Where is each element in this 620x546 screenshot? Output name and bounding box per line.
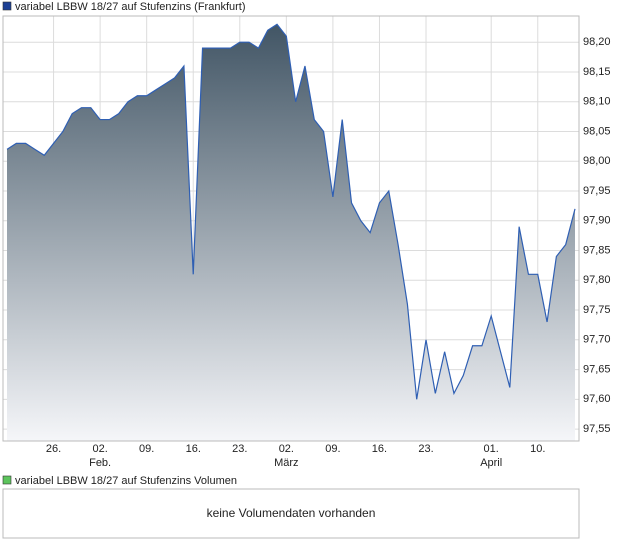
y-tick-label: 97,90 — [583, 215, 611, 227]
legend-swatch — [2, 1, 12, 11]
y-tick-label: 97,95 — [583, 185, 611, 197]
y-tick-label: 97,55 — [583, 423, 611, 435]
area — [7, 24, 575, 441]
legend-swatch — [2, 475, 12, 485]
x-tick-label: 23. — [418, 443, 433, 455]
legend-label: variabel LBBW 18/27 auf Stufenzins Volum… — [15, 475, 237, 487]
x-tick-label: 16. — [372, 443, 387, 455]
y-tick-label: 98,20 — [583, 36, 611, 48]
volume-frame — [2, 488, 580, 539]
y-tick-label: 98,15 — [583, 66, 611, 78]
x-month-label: April — [480, 457, 502, 469]
x-tick-label: 09. — [139, 443, 154, 455]
y-tick-label: 97,70 — [583, 334, 611, 346]
x-tick-label: 23. — [232, 443, 247, 455]
x-tick-label: 01. — [484, 443, 499, 455]
plot — [6, 23, 576, 441]
x-tick-label: 09. — [325, 443, 340, 455]
y-tick-label: 97,80 — [583, 274, 611, 286]
x-tick-label: 02. — [92, 443, 107, 455]
y-tick-label: 98,00 — [583, 155, 611, 167]
y-tick-label: 97,65 — [583, 363, 611, 375]
y-tick-label: 97,85 — [583, 244, 611, 256]
x-tick-label: 02. — [279, 443, 294, 455]
x-tick-label: 16. — [186, 443, 201, 455]
y-tick-label: 97,75 — [583, 304, 611, 316]
plot-frame — [2, 15, 580, 442]
x-month-label: Feb. — [89, 457, 111, 469]
x-month-label: März — [274, 457, 298, 469]
x-tick-label: 26. — [46, 443, 61, 455]
y-tick-label: 97,60 — [583, 393, 611, 405]
volume-message: keine Volumendaten vorhanden — [207, 506, 376, 520]
legend-label: variabel LBBW 18/27 auf Stufenzins (Fran… — [15, 1, 246, 13]
y-tick-label: 98,05 — [583, 125, 611, 137]
y-tick-label: 98,10 — [583, 96, 611, 108]
line — [6, 23, 576, 400]
x-tick-label: 10. — [530, 443, 545, 455]
